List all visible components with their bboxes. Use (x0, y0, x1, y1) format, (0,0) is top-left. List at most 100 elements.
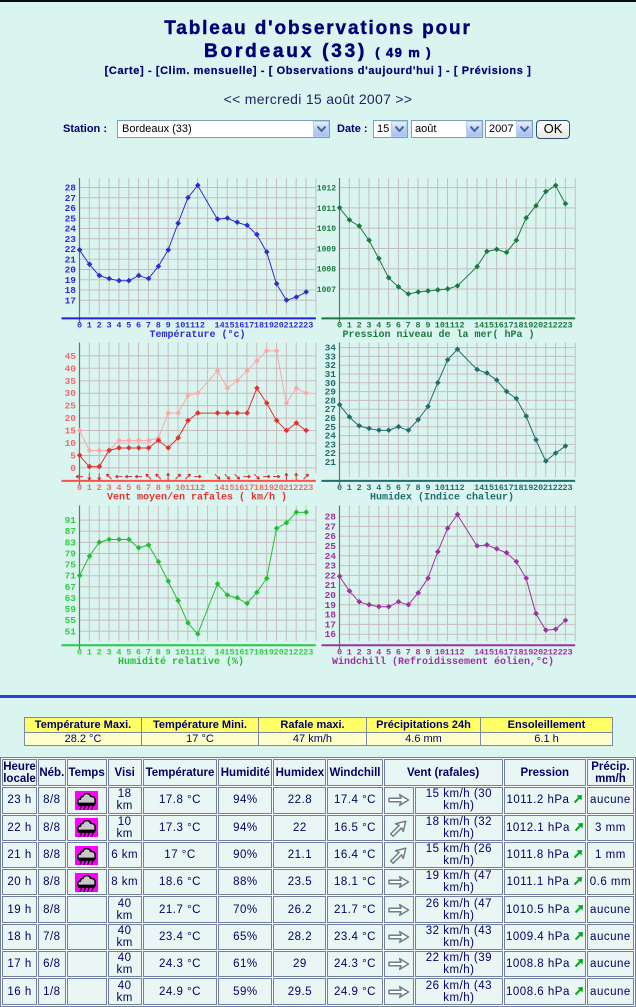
svg-text:28: 28 (325, 512, 337, 523)
svg-text:51: 51 (65, 626, 77, 637)
svg-text:9: 9 (166, 483, 171, 493)
svg-text:1: 1 (87, 647, 92, 657)
svg-text:8: 8 (156, 647, 161, 657)
svg-text:9: 9 (166, 320, 171, 330)
svg-text:19: 19 (264, 320, 274, 330)
svg-text:14: 14 (214, 483, 224, 493)
svg-text:10: 10 (65, 438, 77, 449)
svg-text:21: 21 (65, 254, 77, 265)
svg-text:11: 11 (445, 647, 455, 657)
svg-text:26: 26 (325, 413, 337, 424)
svg-text:1007: 1007 (317, 286, 336, 295)
svg-text:0: 0 (77, 647, 82, 657)
svg-text:27: 27 (325, 521, 337, 532)
svg-text:45: 45 (65, 351, 77, 362)
svg-text:18: 18 (325, 610, 337, 621)
svg-text:4: 4 (376, 483, 381, 493)
svg-text:24: 24 (325, 431, 337, 442)
svg-text:11: 11 (445, 483, 455, 493)
svg-text:17: 17 (504, 647, 514, 657)
svg-text:10: 10 (435, 647, 445, 657)
svg-text:14: 14 (474, 647, 484, 657)
svg-text:21: 21 (283, 647, 293, 657)
svg-text:23: 23 (325, 439, 337, 450)
svg-text:14: 14 (474, 483, 484, 493)
svg-text:18: 18 (65, 285, 77, 296)
svg-text:5: 5 (126, 647, 131, 657)
svg-text:12: 12 (195, 647, 205, 657)
svg-text:3: 3 (366, 483, 371, 493)
svg-text:14: 14 (214, 320, 224, 330)
svg-text:17: 17 (504, 320, 514, 330)
svg-text:2: 2 (357, 320, 362, 330)
svg-text:19: 19 (264, 483, 274, 493)
svg-text:23: 23 (562, 320, 572, 330)
svg-text:17: 17 (244, 320, 254, 330)
svg-text:15: 15 (224, 647, 234, 657)
svg-text:4: 4 (116, 483, 121, 493)
svg-text:33: 33 (325, 351, 337, 362)
svg-text:59: 59 (65, 604, 77, 615)
svg-text:20: 20 (533, 647, 543, 657)
svg-text:12: 12 (454, 320, 464, 330)
svg-text:4: 4 (116, 647, 121, 657)
svg-text:Humidité relative (%): Humidité relative (%) (118, 656, 244, 668)
svg-text:0: 0 (337, 483, 342, 493)
svg-text:3: 3 (366, 320, 371, 330)
svg-text:8: 8 (416, 647, 421, 657)
svg-text:12: 12 (454, 647, 464, 657)
svg-text:0: 0 (337, 647, 342, 657)
svg-text:55: 55 (65, 615, 77, 626)
svg-text:17: 17 (325, 619, 337, 630)
svg-text:11: 11 (185, 320, 195, 330)
svg-text:40: 40 (65, 363, 77, 374)
svg-text:18: 18 (513, 647, 523, 657)
svg-text:19: 19 (325, 600, 337, 611)
svg-text:8: 8 (416, 320, 421, 330)
svg-text:8: 8 (156, 483, 161, 493)
svg-text:2: 2 (357, 647, 362, 657)
svg-text:12: 12 (195, 320, 205, 330)
svg-text:20: 20 (274, 483, 284, 493)
svg-text:1010: 1010 (317, 225, 336, 234)
svg-text:87: 87 (65, 526, 77, 537)
svg-text:24: 24 (325, 551, 337, 562)
svg-text:5: 5 (386, 320, 391, 330)
svg-text:6: 6 (396, 483, 401, 493)
svg-text:10: 10 (435, 483, 445, 493)
svg-text:22: 22 (553, 320, 563, 330)
svg-text:25: 25 (325, 541, 337, 552)
svg-text:14: 14 (474, 320, 484, 330)
svg-text:Pression niveau de la mer( hPa: Pression niveau de la mer( hPa ) (342, 329, 534, 341)
svg-text:22: 22 (553, 647, 563, 657)
svg-text:5: 5 (386, 647, 391, 657)
svg-text:16: 16 (234, 483, 244, 493)
svg-text:20: 20 (533, 320, 543, 330)
svg-text:7: 7 (406, 320, 411, 330)
svg-text:28: 28 (325, 395, 337, 406)
svg-text:26: 26 (65, 203, 77, 214)
svg-text:2: 2 (97, 483, 102, 493)
svg-text:19: 19 (65, 275, 77, 286)
svg-text:75: 75 (65, 560, 77, 571)
svg-text:22: 22 (293, 320, 303, 330)
svg-text:4: 4 (116, 320, 121, 330)
svg-text:18: 18 (513, 320, 523, 330)
svg-text:22: 22 (293, 647, 303, 657)
svg-text:10: 10 (435, 320, 445, 330)
svg-text:8: 8 (416, 483, 421, 493)
svg-text:21: 21 (283, 320, 293, 330)
svg-text:23: 23 (65, 234, 77, 245)
svg-text:11: 11 (185, 647, 195, 657)
svg-text:23: 23 (303, 320, 313, 330)
svg-text:12: 12 (195, 483, 205, 493)
svg-text:0: 0 (337, 320, 342, 330)
svg-text:19: 19 (523, 647, 533, 657)
svg-text:22: 22 (325, 448, 337, 459)
svg-text:10: 10 (175, 647, 185, 657)
svg-text:15: 15 (224, 483, 234, 493)
svg-text:25: 25 (325, 422, 337, 433)
svg-text:18: 18 (513, 483, 523, 493)
svg-text:0: 0 (70, 463, 76, 474)
svg-text:15: 15 (484, 647, 494, 657)
